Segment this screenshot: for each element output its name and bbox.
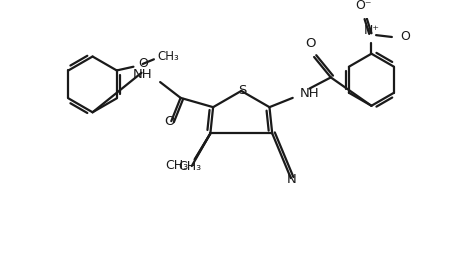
Text: O: O — [305, 37, 315, 50]
Text: NH: NH — [300, 87, 319, 100]
Text: CH₃: CH₃ — [157, 50, 179, 63]
Text: CH₃: CH₃ — [178, 159, 201, 173]
Text: S: S — [238, 84, 246, 97]
Text: O: O — [400, 31, 409, 44]
Text: N⁺: N⁺ — [363, 24, 379, 37]
Text: O: O — [138, 57, 148, 70]
Text: O: O — [164, 115, 174, 128]
Text: CH₃: CH₃ — [164, 159, 188, 171]
Text: O⁻: O⁻ — [355, 0, 371, 12]
Text: N: N — [286, 173, 296, 186]
Text: NH: NH — [133, 68, 152, 81]
